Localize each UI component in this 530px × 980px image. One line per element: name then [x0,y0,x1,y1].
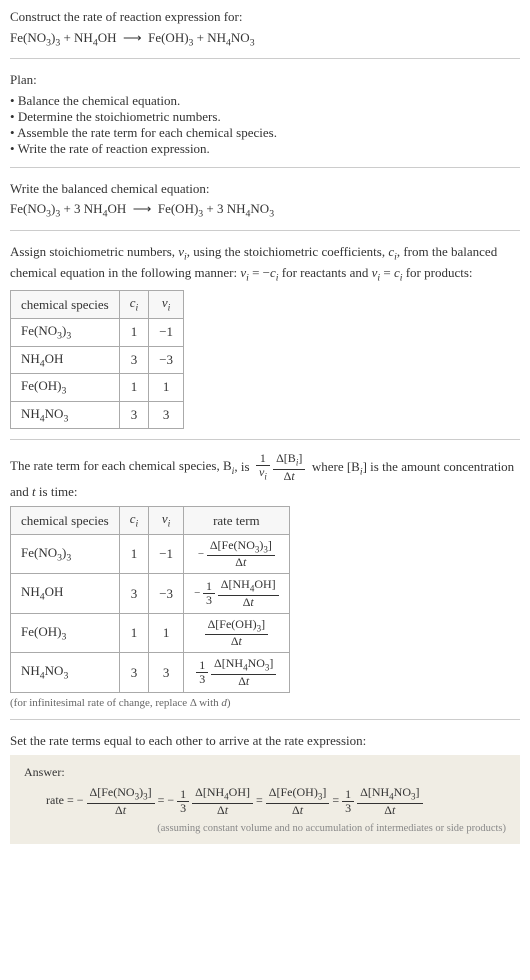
nu-cell: −3 [149,574,184,613]
final-section: Set the rate terms equal to each other t… [10,732,520,844]
species-cell: NH4OH [11,346,120,374]
table-row: Fe(OH)3 1 1 Δ[Fe(OH)3]Δt [11,613,290,652]
answer-box: Answer: rate = − Δ[Fe(NO3)3]Δt = − 13 Δ[… [10,755,520,843]
stoich-table: chemical species ci νi Fe(NO3)3 1 −1 NH4… [10,290,184,429]
col-header: chemical species [11,291,120,319]
table-row: Fe(NO3)3 1 −1 [11,318,184,346]
nu-cell: −1 [149,534,184,573]
rateterm-table: chemical species ci νi rate term Fe(NO3)… [10,506,290,692]
stoich-section: Assign stoichiometric numbers, νi, using… [10,243,520,440]
col-header: chemical species [11,507,120,535]
nu-cell: 1 [149,613,184,652]
plan-section: Plan: Balance the chemical equation. Det… [10,71,520,168]
c-cell: 1 [119,318,149,346]
species-cell: Fe(NO3)3 [11,318,120,346]
c-cell: 1 [119,613,149,652]
rateterm-note: (for infinitesimal rate of change, repla… [10,697,520,709]
table-header-row: chemical species ci νi rate term [11,507,290,535]
col-header: ci [119,507,149,535]
table-row: NH4NO3 3 3 13 Δ[NH4NO3]Δt [11,653,290,692]
col-header: νi [149,507,184,535]
prompt-section: Construct the rate of reaction expressio… [10,8,520,59]
rate-term-cell: − 13 Δ[NH4OH]Δt [184,574,290,613]
rate-term-cell: Δ[Fe(OH)3]Δt [184,613,290,652]
final-para: Set the rate terms equal to each other t… [10,732,520,750]
plan-item: Assemble the rate term for each chemical… [10,125,520,141]
species-cell: NH4OH [11,574,120,613]
stoich-para: Assign stoichiometric numbers, νi, using… [10,243,520,285]
species-cell: NH4NO3 [11,653,120,692]
answer-expression: rate = − Δ[Fe(NO3)3]Δt = − 13 Δ[NH4OH]Δt… [46,786,506,816]
plan-item: Write the rate of reaction expression. [10,141,520,157]
prompt-lead: Construct the rate of reaction expressio… [10,8,520,26]
table-row: NH4NO3 3 3 [11,401,184,429]
balanced-section: Write the balanced chemical equation: Fe… [10,180,520,231]
species-cell: Fe(OH)3 [11,374,120,402]
balanced-equation: Fe(NO3)3 + 3 NH4OH ⟶ Fe(OH)3 + 3 NH4NO3 [10,201,520,220]
c-cell: 3 [119,653,149,692]
table-row: Fe(NO3)3 1 −1 − Δ[Fe(NO3)3]Δt [11,534,290,573]
rate-term-cell: 13 Δ[NH4NO3]Δt [184,653,290,692]
col-header: νi [149,291,184,319]
balanced-heading: Write the balanced chemical equation: [10,180,520,198]
c-cell: 1 [119,534,149,573]
table-row: NH4OH 3 −3 − 13 Δ[NH4OH]Δt [11,574,290,613]
plan-item: Determine the stoichiometric numbers. [10,109,520,125]
rateterm-para-pre: The rate term for each chemical species,… [10,459,232,474]
plan-list: Balance the chemical equation. Determine… [10,93,520,157]
col-header: rate term [184,507,290,535]
rateterm-section: The rate term for each chemical species,… [10,452,520,719]
nu-cell: 3 [149,401,184,429]
rateterm-para: The rate term for each chemical species,… [10,452,520,500]
species-cell: Fe(OH)3 [11,613,120,652]
plan-item: Balance the chemical equation. [10,93,520,109]
c-cell: 1 [119,374,149,402]
answer-label: Answer: [24,765,506,780]
col-header: ci [119,291,149,319]
c-cell: 3 [119,346,149,374]
nu-cell: 1 [149,374,184,402]
species-cell: Fe(NO3)3 [11,534,120,573]
prompt-equation: Fe(NO3)3 + NH4OH ⟶ Fe(OH)3 + NH4NO3 [10,30,520,49]
table-header-row: chemical species ci νi [11,291,184,319]
rate-term-cell: − Δ[Fe(NO3)3]Δt [184,534,290,573]
table-row: NH4OH 3 −3 [11,346,184,374]
table-row: Fe(OH)3 1 1 [11,374,184,402]
c-cell: 3 [119,574,149,613]
nu-cell: 3 [149,653,184,692]
c-cell: 3 [119,401,149,429]
species-cell: NH4NO3 [11,401,120,429]
plan-heading: Plan: [10,71,520,89]
nu-cell: −1 [149,318,184,346]
answer-note: (assuming constant volume and no accumul… [24,823,506,834]
nu-cell: −3 [149,346,184,374]
